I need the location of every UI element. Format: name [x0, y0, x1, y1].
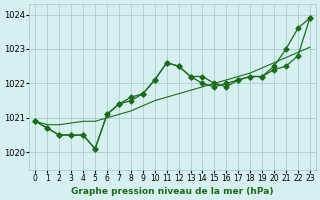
X-axis label: Graphe pression niveau de la mer (hPa): Graphe pression niveau de la mer (hPa) — [71, 187, 274, 196]
